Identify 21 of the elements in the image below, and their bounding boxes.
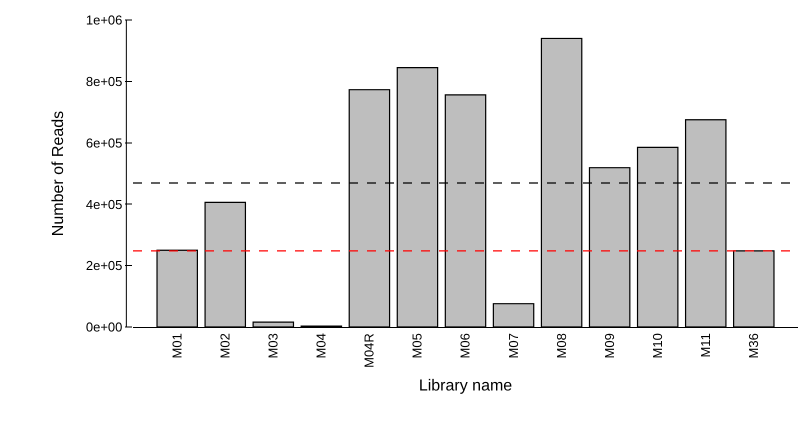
x-tick-label: M08: [554, 333, 569, 358]
x-tick-label: M10: [650, 333, 665, 358]
y-tick-label: 4e+05: [86, 196, 122, 212]
x-tick-label: M03: [266, 333, 281, 358]
x-tick-label: M09: [602, 333, 617, 358]
y-tick-label: 0e+00: [86, 320, 122, 335]
y-tick-label: 8e+05: [86, 74, 122, 89]
x-tick-label: M06: [458, 333, 473, 358]
y-tick-label: 1e+06: [86, 12, 122, 28]
x-tick-label: M01: [169, 333, 184, 358]
x-tick-label: M05: [410, 333, 425, 358]
y-tick-label: 2e+05: [86, 258, 122, 274]
x-tick-label: M04R: [362, 333, 377, 368]
x-tick-label: M11: [698, 333, 713, 358]
y-axis-title: Number of Reads: [50, 110, 67, 236]
x-tick-label: M04: [314, 333, 329, 358]
x-tick-label: M36: [746, 333, 762, 358]
x-tick-label: M02: [217, 333, 232, 358]
y-tick-label: 6e+05: [86, 135, 122, 150]
x-axis-title: Library name: [418, 378, 512, 395]
x-tick-label: M07: [506, 333, 521, 358]
